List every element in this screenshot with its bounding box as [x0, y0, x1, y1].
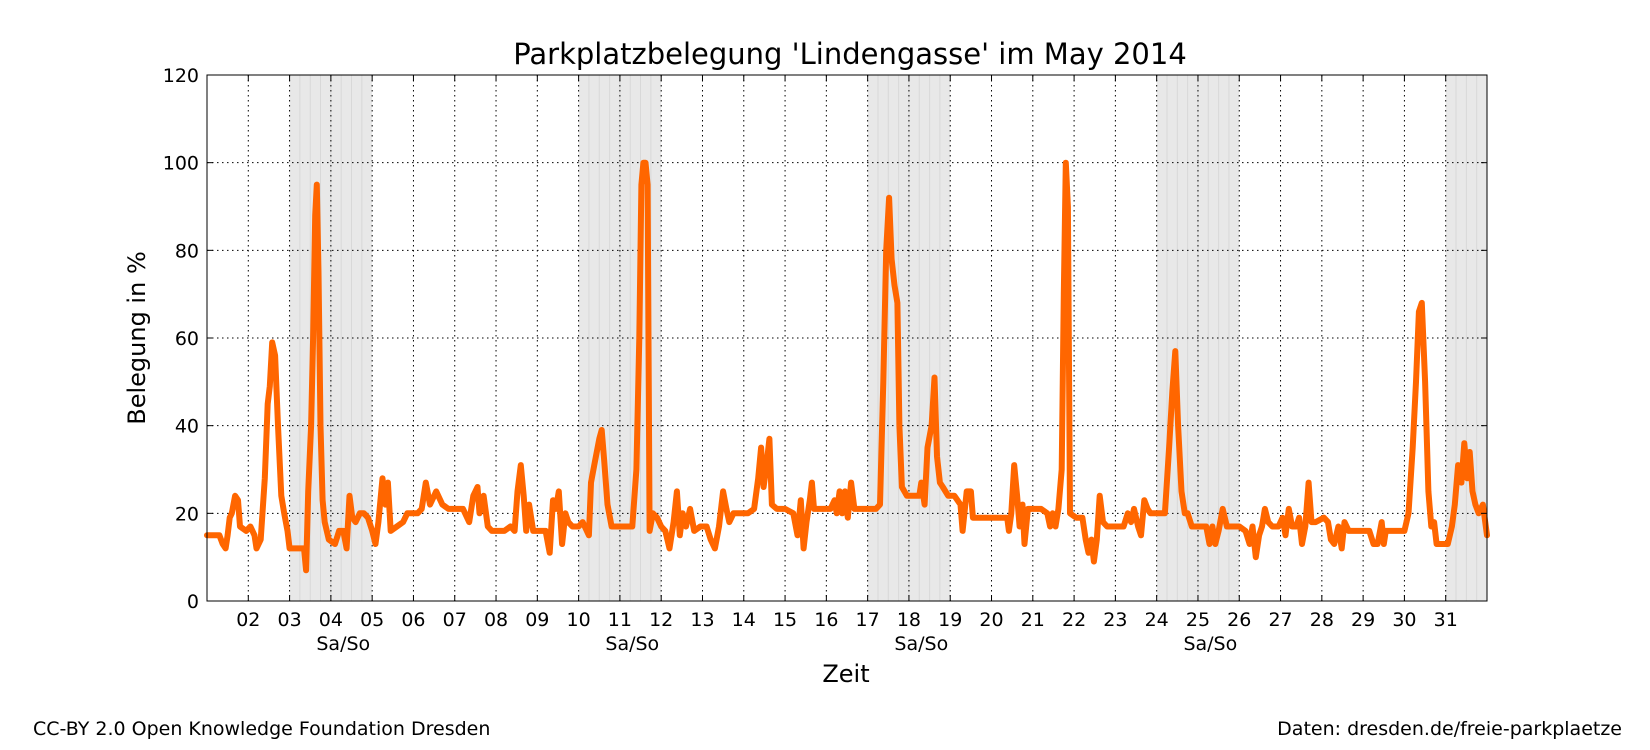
x-tick-label: 13 [690, 609, 714, 631]
y-tick-label: 60 [175, 328, 199, 350]
x-tick-label: 23 [1103, 609, 1127, 631]
x-tick-label: 21 [1021, 609, 1045, 631]
y-tick-label: 40 [175, 416, 199, 438]
data-source-credit: Daten: dresden.de/freie-parkplaetze [1277, 718, 1622, 740]
axis-ticks [207, 74, 1487, 602]
x-tick-label: 22 [1062, 609, 1086, 631]
y-tick-label: 80 [175, 240, 199, 262]
x-tick-label: 05 [360, 609, 384, 631]
x-tick-label: 20 [979, 609, 1003, 631]
x-tick-label: 11 [608, 609, 632, 631]
tick-labels: 02 03 04 05 06 07 08 09 10 11 12 13 14 15 16 17 18 19 20 21… [163, 65, 1458, 631]
y-tick-label: 0 [187, 591, 199, 613]
x-tick-label: 17 [856, 609, 880, 631]
x-tick-label: 16 [814, 609, 838, 631]
y-tick-label: 20 [175, 503, 199, 525]
x-tick-label: 04 [319, 609, 343, 631]
x-tick-label: 28 [1310, 609, 1334, 631]
weekend-label: Sa/So [894, 633, 948, 655]
y-tick-label: 100 [163, 153, 199, 175]
x-tick-label: 06 [401, 609, 425, 631]
x-tick-label: 29 [1351, 609, 1375, 631]
x-tick-label: 30 [1392, 609, 1416, 631]
x-tick-label: 07 [443, 609, 467, 631]
occupancy-series-line [204, 159, 1490, 574]
x-tick-label: 12 [649, 609, 673, 631]
x-tick-label: 02 [236, 609, 260, 631]
x-tick-label: 18 [897, 609, 921, 631]
weekend-label: Sa/So [605, 633, 659, 655]
x-tick-label: 25 [1186, 609, 1210, 631]
x-axis-label: Zeit [822, 660, 869, 688]
weekend-labels: Sa/So Sa/So Sa/So Sa/So [316, 633, 1237, 655]
x-tick-label: 19 [938, 609, 962, 631]
x-tick-label: 09 [525, 609, 549, 631]
x-tick-label: 31 [1434, 609, 1458, 631]
y-axis-label: Belegung in % [123, 251, 151, 425]
x-tick-label: 08 [484, 609, 508, 631]
x-tick-label: 03 [277, 609, 301, 631]
x-tick-label: 24 [1145, 609, 1169, 631]
weekend-label: Sa/So [316, 633, 370, 655]
x-tick-label: 10 [567, 609, 591, 631]
x-tick-label: 27 [1268, 609, 1292, 631]
y-tick-label: 120 [163, 65, 199, 87]
x-tick-label: 14 [732, 609, 756, 631]
chart-title: Parkplatzbelegung 'Lindengasse' im May 2… [513, 37, 1187, 71]
series-line-group [204, 159, 1490, 574]
license-credit: CC-BY 2.0 Open Knowledge Foundation Dres… [33, 718, 491, 740]
x-tick-label: 15 [773, 609, 797, 631]
weekend-label: Sa/So [1183, 633, 1237, 655]
x-tick-label: 26 [1227, 609, 1251, 631]
